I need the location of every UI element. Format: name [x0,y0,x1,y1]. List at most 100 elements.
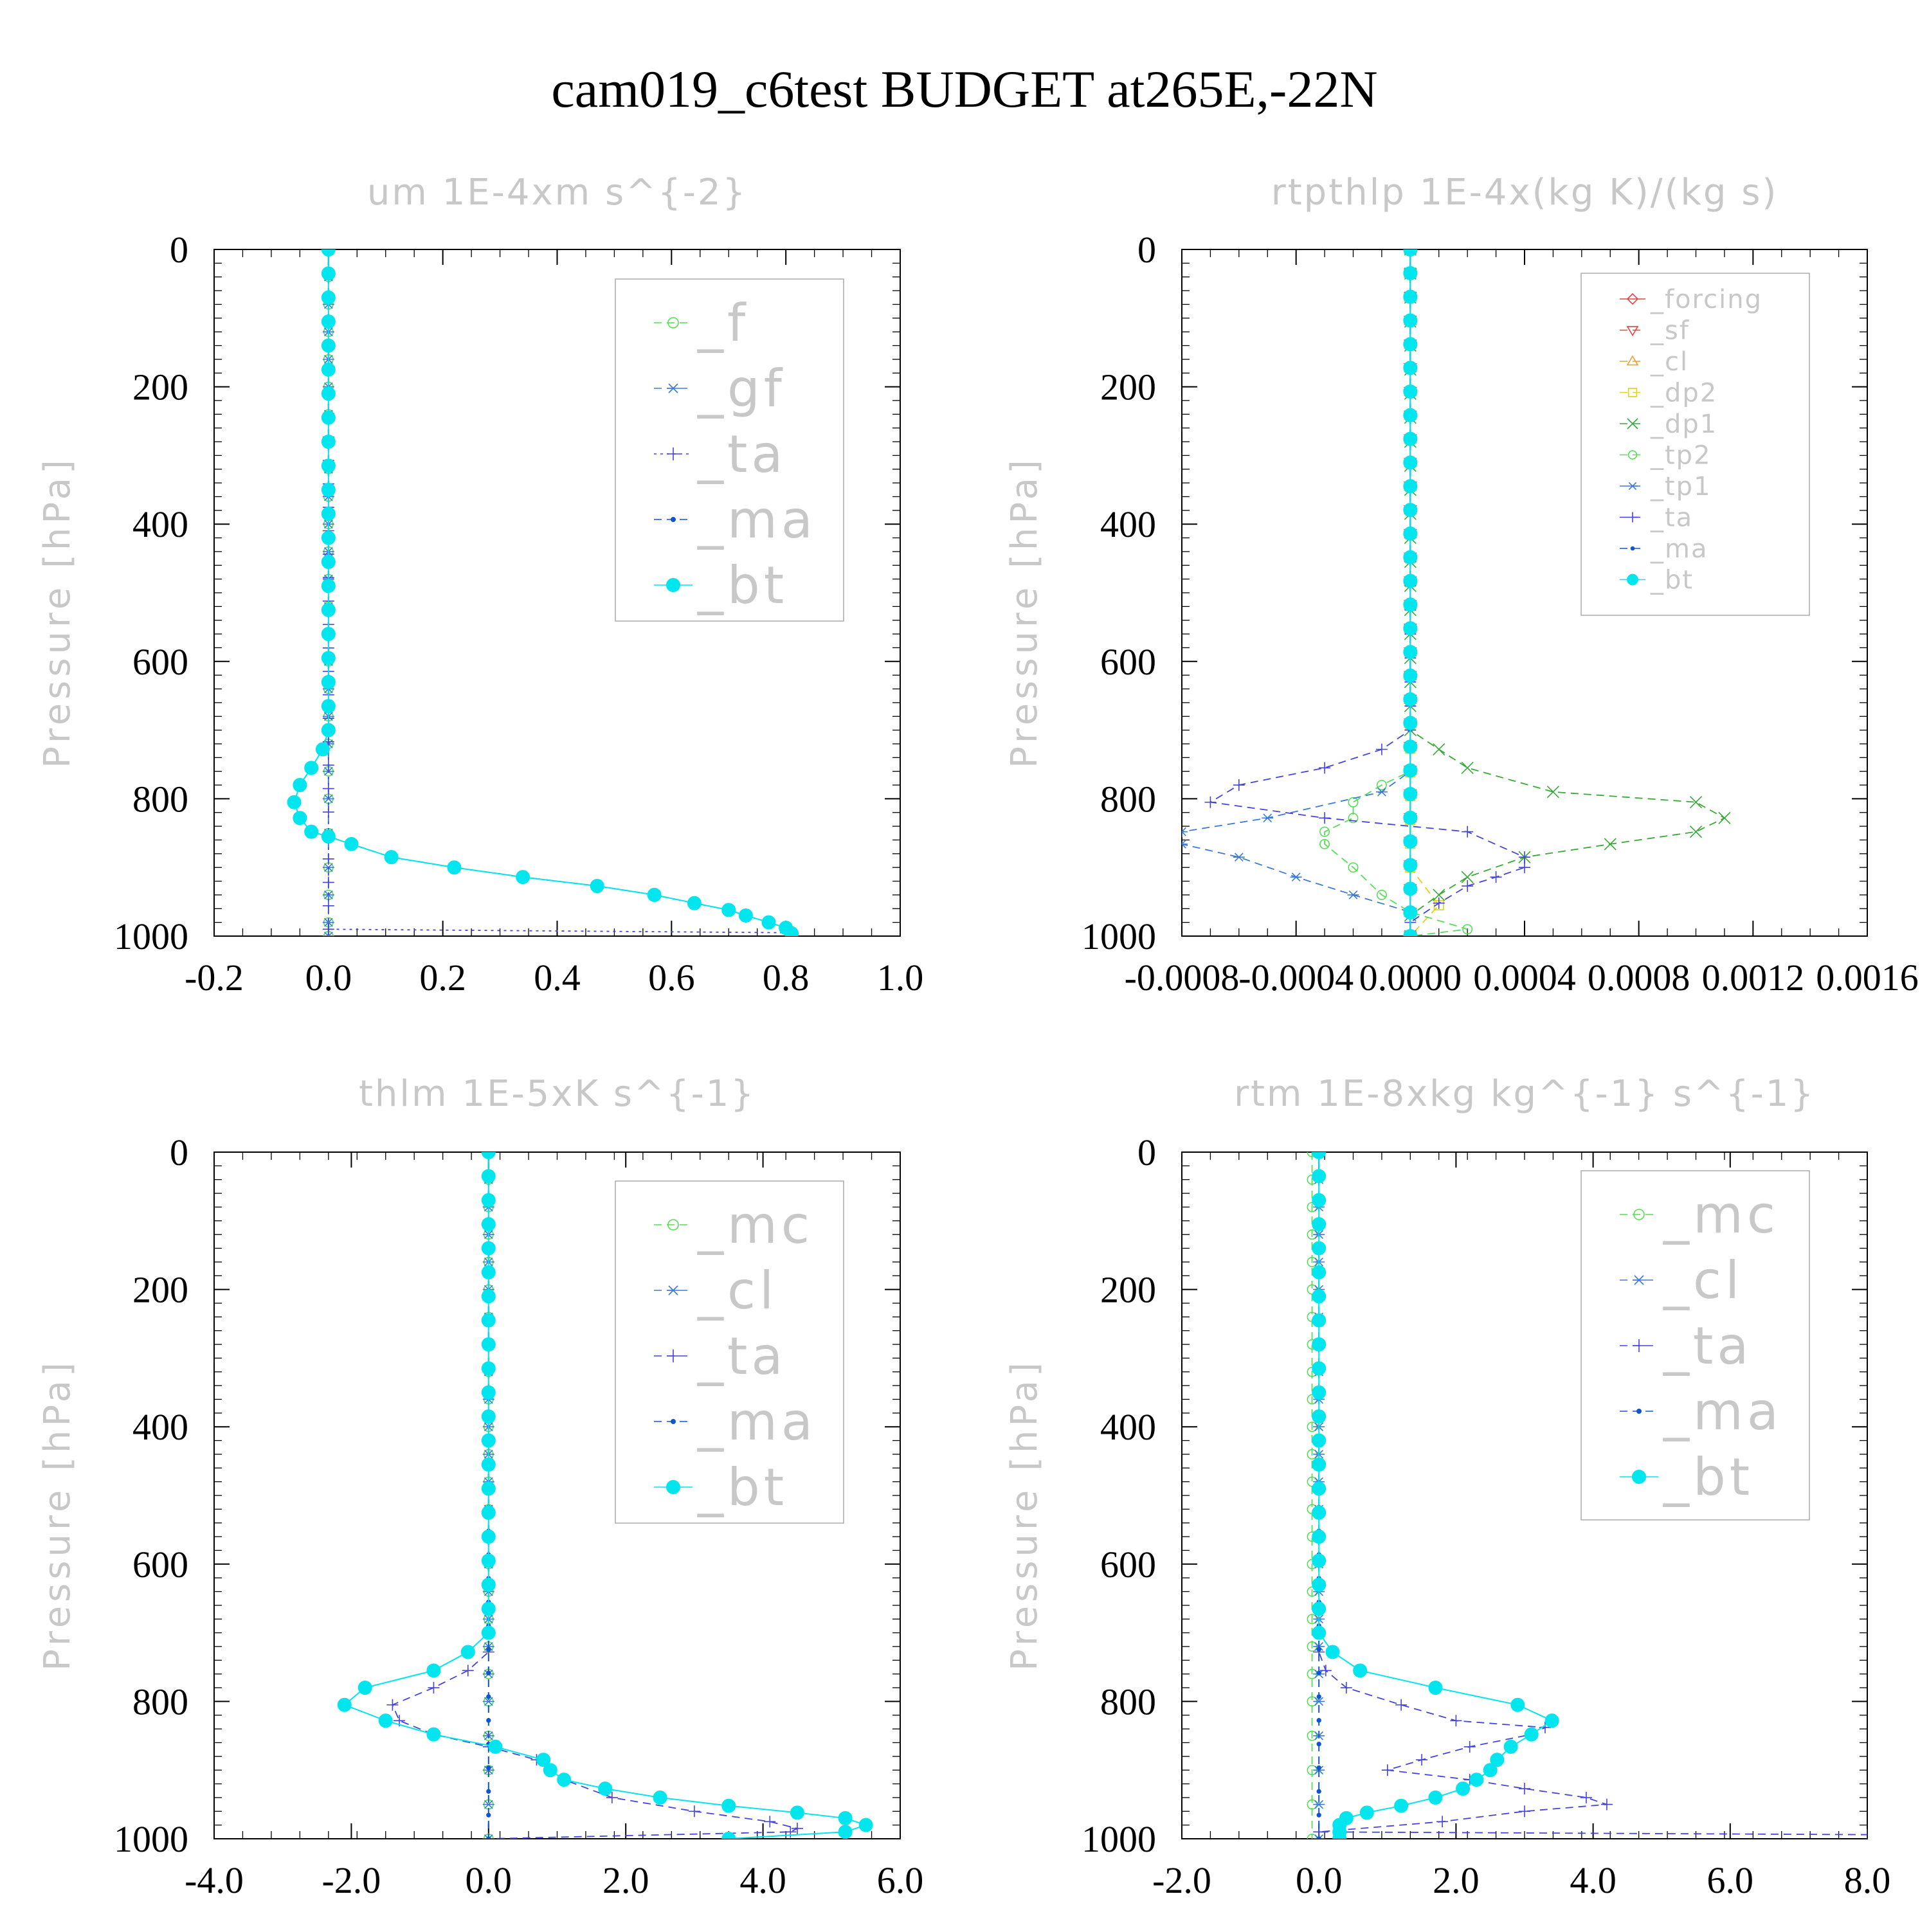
legend-marker [667,1285,680,1296]
data-point [1490,1753,1505,1767]
legend-label: _dp2 [1650,379,1717,408]
legend-item: _ma [1620,534,1707,564]
legend-item: _dp2 [1620,379,1717,408]
data-point [1313,1834,1325,1839]
legend: _forcing_sf_cl_dp2_dp1_tp2_tp1_ta_ma_bt [1580,273,1810,616]
data-point [1348,813,1359,824]
y-axis-label: Pressure [hPa] [37,1359,78,1671]
legend-marker [666,578,680,592]
y-tick-label: 0 [170,229,188,271]
data-point [1403,431,1418,446]
data-point [1376,780,1387,791]
data-point [1332,1832,1347,1839]
legend-marker [1630,546,1635,551]
data-point [858,1818,873,1832]
data-point [321,602,336,617]
legend-label: _mc [697,1195,813,1255]
data-point [481,1169,496,1184]
y-tick-label: 800 [1100,1681,1156,1722]
legend-label: _tp1 [1650,472,1712,501]
data-point [481,1433,496,1448]
data-point [1469,1773,1484,1787]
legend-label: _cl [1650,347,1689,377]
legend-label: _sf [1650,316,1690,346]
data-point [1348,862,1359,873]
data-point [447,860,462,875]
data-point [1316,1647,1321,1652]
y-tick-label: 200 [1100,366,1156,408]
data-point [1312,1530,1327,1544]
data-point [481,1625,496,1640]
x-tick-label: 8.0 [1844,1859,1891,1901]
panel-title: rtpthlp 1E-4x(kg K)/(kg s) [1271,172,1779,213]
plot-frame [1181,249,1868,937]
data-point [428,1682,440,1694]
data-point [481,1313,496,1328]
data-point [344,836,359,851]
data-point [1312,1481,1327,1496]
legend: _mc_cl_ta_ma_bt [615,1180,844,1524]
data-point [1312,1152,1327,1159]
data-point [1312,1241,1327,1256]
legend-marker [666,1480,680,1494]
data-point [386,1699,399,1711]
panel-1: -0.2 0.0 0.2 0.4 0.6 0.8 1.0 0 200 400 600 800 1000 u… [37,172,923,998]
legend-label: _ta [1650,503,1693,533]
legend-box [1580,1170,1810,1521]
data-point [322,794,334,804]
x-tick-label: 6.0 [877,1859,924,1901]
data-point [481,1337,496,1352]
legend-item: _bt [654,555,788,615]
x-tick-label: 6.0 [1707,1859,1754,1901]
data-point [287,795,302,809]
legend: _mc_cl_ta_ma_bt [1580,1170,1810,1521]
data-point [1312,1505,1327,1520]
data-point [1312,1385,1327,1400]
data-point [321,458,336,473]
data-point [1433,743,1445,756]
legend-marker [667,317,679,329]
data-point [322,923,334,935]
data-point [321,723,336,737]
y-tick-label: 200 [132,366,188,408]
data-point [486,1670,491,1675]
data-point [1524,1727,1539,1742]
data-point [378,1713,393,1728]
data-point [1403,905,1418,920]
data-point [1604,838,1617,851]
data-point [1519,1783,1530,1795]
data-point [1403,763,1418,778]
data-point [321,829,336,844]
legend-item: _ta [654,424,783,484]
data-point [1403,645,1418,660]
data-point [481,1217,496,1232]
legend-marker [1627,512,1638,523]
data-point [1403,313,1418,328]
data-point [1353,1663,1368,1678]
y-tick-label: 600 [132,1544,188,1585]
data-point [1316,1742,1321,1747]
data-point [1312,1361,1327,1376]
data-point [1312,1457,1327,1472]
legend-marker [667,1350,680,1362]
legend-label: _bt [697,555,788,615]
x-tick-label: 0.0012 [1702,957,1805,998]
data-point [1433,889,1445,901]
legend-item: _ta [1620,1316,1748,1376]
legend-label: _ma [697,490,817,550]
data-point [1403,408,1418,422]
data-point [460,1645,475,1659]
legend-label: _f [697,293,749,353]
series-line [1409,249,1726,936]
series-line [1324,249,1468,936]
data-point [1233,853,1245,862]
legend-marker [1627,418,1638,429]
legend-item: _forcing [1620,285,1761,314]
data-point [1233,779,1245,791]
data-point [1433,897,1445,909]
data-point [321,362,336,377]
data-point [1461,761,1474,774]
y-tick-label: 400 [1100,1406,1156,1448]
data-point [1456,1782,1471,1796]
